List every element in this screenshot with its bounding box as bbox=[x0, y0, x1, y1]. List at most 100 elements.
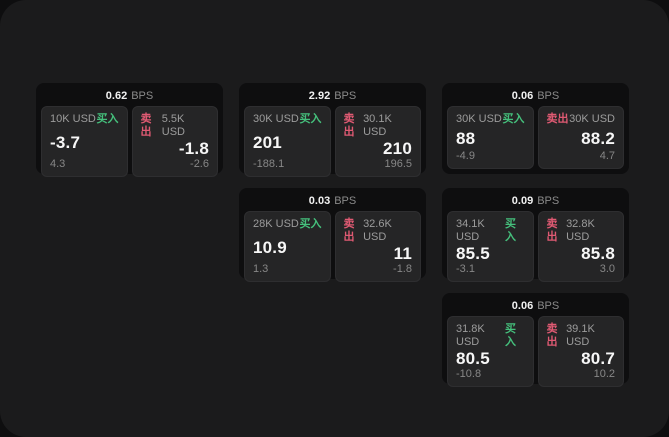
quote-card: 2.92 BPS 30K USD 买入 201 -188.1 卖出 30.1K … bbox=[239, 83, 426, 177]
sell-quote-header: 卖出 30.1K USD bbox=[344, 113, 413, 139]
spread-unit: BPS bbox=[537, 299, 560, 312]
buy-quote-header: 30K USD 买入 bbox=[253, 113, 322, 126]
buy-quote-tile[interactable]: 10K USD 买入 -3.7 4.3 bbox=[41, 106, 128, 177]
buy-quote-tile[interactable]: 28K USD 买入 10.9 1.3 bbox=[244, 211, 331, 282]
spread-header: 0.06 BPS bbox=[447, 297, 624, 314]
spread-unit: BPS bbox=[131, 89, 154, 102]
buy-change: -10.8 bbox=[456, 368, 482, 380]
sell-amount: 30K USD bbox=[569, 113, 615, 125]
spread-value: 0.03 bbox=[308, 194, 331, 207]
quote-card-body: 10K USD 买入 -3.7 4.3 卖出 5.5K USD -1.8 -2.… bbox=[41, 106, 218, 177]
spread-header: 0.62 BPS bbox=[41, 87, 218, 104]
sell-button[interactable]: 卖出 bbox=[343, 113, 355, 138]
buy-quote-header: 10K USD 买入 bbox=[50, 113, 119, 126]
spread-header: 0.06 BPS bbox=[447, 87, 624, 104]
buy-amount: 28K USD bbox=[253, 218, 299, 230]
spread-value: 0.09 bbox=[511, 194, 534, 207]
spread-unit: BPS bbox=[537, 194, 560, 207]
sell-button[interactable]: 卖出 bbox=[546, 218, 558, 243]
buy-button[interactable]: 买入 bbox=[299, 218, 322, 230]
buy-price: -3.7 bbox=[50, 132, 81, 152]
spread-value: 0.06 bbox=[511, 299, 534, 312]
sell-change: -2.6 bbox=[190, 158, 209, 170]
sell-quote-tile[interactable]: 卖出 5.5K USD -1.8 -2.6 bbox=[131, 106, 218, 177]
sell-quote-tile[interactable]: 卖出 32.6K USD 11 -1.8 bbox=[334, 211, 421, 282]
sell-price: -1.8 bbox=[178, 139, 209, 158]
buy-button[interactable]: 买入 bbox=[502, 113, 525, 125]
buy-quote-header: 30K USD 买入 bbox=[456, 113, 525, 126]
buy-quote-tile[interactable]: 31.8K USD 买入 80.5 -10.8 bbox=[447, 316, 534, 387]
spread-header: 2.92 BPS bbox=[244, 87, 421, 104]
sell-quote-header: 卖出 30K USD bbox=[547, 113, 616, 126]
spread-header: 0.09 BPS bbox=[447, 192, 624, 209]
sell-quote-tile[interactable]: 卖出 39.1K USD 80.7 10.2 bbox=[537, 316, 624, 387]
buy-price: 88 bbox=[456, 128, 476, 148]
buy-button[interactable]: 买入 bbox=[504, 218, 516, 243]
sell-button[interactable]: 卖出 bbox=[140, 113, 152, 138]
sell-button[interactable]: 卖出 bbox=[343, 218, 355, 243]
sell-button[interactable]: 卖出 bbox=[546, 113, 569, 125]
spread-unit: BPS bbox=[334, 194, 357, 207]
sell-price: 80.7 bbox=[581, 349, 615, 368]
sell-quote-header: 卖出 39.1K USD bbox=[547, 323, 616, 349]
sell-change: -1.8 bbox=[393, 263, 412, 275]
sell-amount: 30.1K USD bbox=[363, 113, 392, 138]
buy-quote-tile[interactable]: 30K USD 买入 201 -188.1 bbox=[244, 106, 331, 177]
buy-quote-header: 28K USD 买入 bbox=[253, 218, 322, 231]
buy-amount: 34.1K USD bbox=[456, 218, 485, 243]
buy-quote-tile[interactable]: 30K USD 买入 88 -4.9 bbox=[447, 106, 534, 169]
buy-change: -3.1 bbox=[456, 263, 475, 275]
buy-amount: 30K USD bbox=[253, 113, 299, 125]
buy-amount: 10K USD bbox=[50, 113, 96, 125]
buy-button[interactable]: 买入 bbox=[299, 113, 322, 125]
spread-value: 0.06 bbox=[511, 89, 534, 102]
buy-amount: 30K USD bbox=[456, 113, 502, 125]
sell-change: 3.0 bbox=[599, 263, 615, 275]
quote-card: 0.06 BPS 30K USD 买入 88 -4.9 卖出 30K USD 8… bbox=[442, 83, 629, 174]
quote-card-body: 34.1K USD 买入 85.5 -3.1 卖出 32.8K USD 85.8… bbox=[447, 211, 624, 282]
buy-quote-header: 31.8K USD 买入 bbox=[456, 323, 525, 349]
quote-card: 0.62 BPS 10K USD 买入 -3.7 4.3 卖出 5.5K USD… bbox=[36, 83, 223, 177]
buy-quote-tile[interactable]: 34.1K USD 买入 85.5 -3.1 bbox=[447, 211, 534, 282]
quote-card: 0.06 BPS 31.8K USD 买入 80.5 -10.8 卖出 39.1… bbox=[442, 293, 629, 387]
sell-change: 196.5 bbox=[384, 158, 412, 170]
quote-cards-grid: 0.62 BPS 10K USD 买入 -3.7 4.3 卖出 5.5K USD… bbox=[36, 83, 629, 387]
quote-card-body: 28K USD 买入 10.9 1.3 卖出 32.6K USD 11 -1.8 bbox=[244, 211, 421, 282]
buy-change: -4.9 bbox=[456, 150, 475, 162]
sell-amount: 32.8K USD bbox=[566, 218, 595, 243]
quote-card-body: 30K USD 买入 201 -188.1 卖出 30.1K USD 210 1… bbox=[244, 106, 421, 177]
buy-change: 1.3 bbox=[253, 263, 269, 275]
sell-amount: 39.1K USD bbox=[566, 323, 595, 348]
sell-price: 210 bbox=[383, 139, 412, 158]
buy-price: 80.5 bbox=[456, 349, 490, 368]
quote-card: 0.09 BPS 34.1K USD 买入 85.5 -3.1 卖出 32.8K… bbox=[442, 188, 629, 282]
sell-quote-header: 卖出 5.5K USD bbox=[141, 113, 210, 139]
sell-quote-header: 卖出 32.6K USD bbox=[344, 218, 413, 244]
spread-value: 2.92 bbox=[308, 89, 331, 102]
sell-amount: 32.6K USD bbox=[363, 218, 392, 243]
sell-button[interactable]: 卖出 bbox=[546, 323, 558, 348]
buy-price: 201 bbox=[253, 132, 282, 152]
sell-quote-tile[interactable]: 卖出 32.8K USD 85.8 3.0 bbox=[537, 211, 624, 282]
sell-change: 4.7 bbox=[599, 150, 615, 162]
buy-quote-header: 34.1K USD 买入 bbox=[456, 218, 525, 244]
buy-amount: 31.8K USD bbox=[456, 323, 485, 348]
sell-price: 85.8 bbox=[581, 244, 615, 263]
sell-quote-header: 卖出 32.8K USD bbox=[547, 218, 616, 244]
quote-card-body: 30K USD 买入 88 -4.9 卖出 30K USD 88.2 4.7 bbox=[447, 106, 624, 169]
sell-quote-tile[interactable]: 卖出 30.1K USD 210 196.5 bbox=[334, 106, 421, 177]
sell-price: 11 bbox=[393, 244, 412, 263]
spread-value: 0.62 bbox=[105, 89, 128, 102]
quote-card-body: 31.8K USD 买入 80.5 -10.8 卖出 39.1K USD 80.… bbox=[447, 316, 624, 387]
sell-price: 88.2 bbox=[581, 128, 615, 148]
buy-price: 10.9 bbox=[253, 237, 287, 257]
sell-quote-tile[interactable]: 卖出 30K USD 88.2 4.7 bbox=[537, 106, 624, 169]
spread-unit: BPS bbox=[334, 89, 357, 102]
sell-amount: 5.5K USD bbox=[161, 113, 185, 138]
buy-button[interactable]: 买入 bbox=[504, 323, 516, 348]
spread-unit: BPS bbox=[537, 89, 560, 102]
buy-button[interactable]: 买入 bbox=[96, 113, 119, 125]
buy-change: -188.1 bbox=[253, 158, 285, 170]
buy-change: 4.3 bbox=[50, 158, 66, 170]
